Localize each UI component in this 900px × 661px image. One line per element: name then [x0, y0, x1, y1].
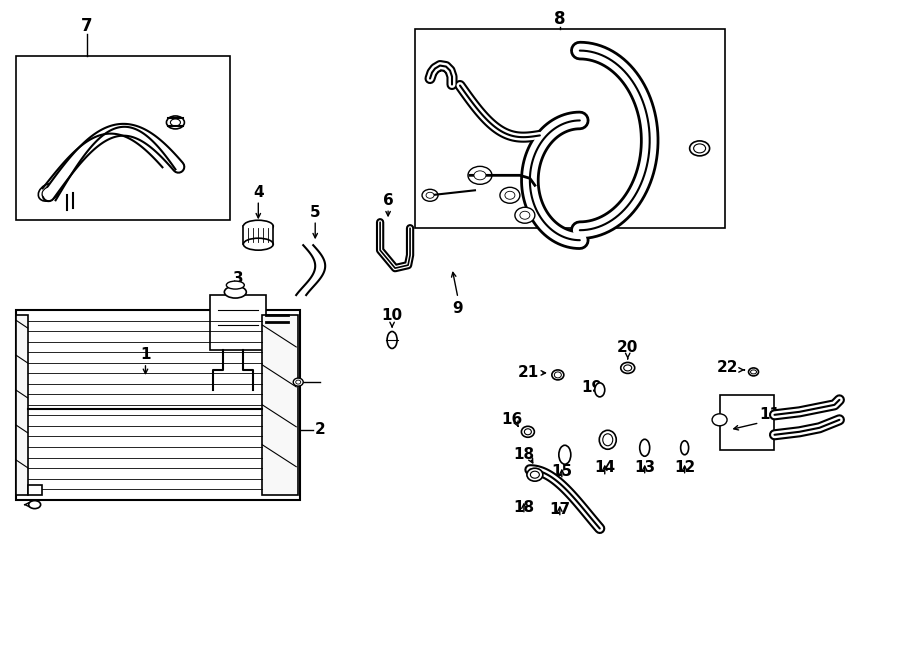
Ellipse shape: [422, 189, 438, 201]
Ellipse shape: [296, 380, 301, 384]
Ellipse shape: [530, 471, 539, 478]
Ellipse shape: [515, 208, 535, 223]
Text: 5: 5: [310, 205, 320, 219]
Text: 18: 18: [513, 447, 535, 462]
Ellipse shape: [689, 141, 709, 156]
Text: 4: 4: [253, 185, 264, 200]
Bar: [15, 310, 301, 500]
Text: 19: 19: [581, 380, 602, 395]
Ellipse shape: [621, 362, 634, 373]
Ellipse shape: [526, 468, 543, 481]
Ellipse shape: [680, 441, 688, 455]
Text: 11: 11: [759, 407, 780, 422]
Ellipse shape: [426, 192, 434, 198]
Text: 13: 13: [634, 460, 655, 475]
Ellipse shape: [751, 370, 757, 374]
Ellipse shape: [293, 378, 303, 386]
Ellipse shape: [624, 365, 632, 371]
Ellipse shape: [525, 429, 531, 435]
Text: 12: 12: [674, 460, 696, 475]
Ellipse shape: [559, 446, 571, 464]
Ellipse shape: [554, 372, 562, 378]
Ellipse shape: [712, 414, 727, 426]
Ellipse shape: [243, 220, 274, 232]
Text: 6: 6: [382, 193, 393, 208]
Ellipse shape: [552, 370, 563, 380]
Ellipse shape: [521, 426, 535, 438]
Ellipse shape: [224, 286, 247, 298]
Ellipse shape: [500, 187, 520, 204]
Bar: [15, 56, 230, 220]
Ellipse shape: [694, 144, 706, 153]
Text: 22: 22: [716, 360, 738, 375]
Ellipse shape: [474, 171, 486, 180]
Ellipse shape: [42, 187, 55, 198]
Bar: [28, 485, 41, 494]
Ellipse shape: [520, 212, 530, 219]
Bar: [243, 226, 274, 244]
Ellipse shape: [599, 430, 616, 449]
Text: 20: 20: [617, 340, 638, 356]
Ellipse shape: [29, 500, 40, 508]
Ellipse shape: [640, 440, 650, 456]
Text: 21: 21: [518, 366, 538, 381]
Text: 16: 16: [501, 412, 523, 427]
Ellipse shape: [595, 383, 605, 397]
Text: 10: 10: [382, 307, 402, 323]
Text: 14: 14: [594, 460, 616, 475]
Bar: [211, 295, 266, 350]
Text: 3: 3: [233, 270, 244, 286]
Ellipse shape: [468, 167, 492, 184]
Bar: [15, 315, 28, 494]
Text: 1: 1: [140, 348, 150, 362]
Ellipse shape: [505, 191, 515, 199]
Text: 2: 2: [315, 422, 326, 438]
Ellipse shape: [603, 434, 613, 446]
Ellipse shape: [749, 368, 759, 376]
Text: 15: 15: [552, 464, 572, 479]
Ellipse shape: [243, 238, 274, 250]
Text: 7: 7: [81, 17, 93, 34]
Ellipse shape: [166, 116, 184, 129]
Ellipse shape: [39, 184, 58, 201]
Text: 18: 18: [513, 500, 535, 515]
Text: 9: 9: [453, 301, 464, 315]
Text: 17: 17: [549, 502, 571, 517]
Text: 8: 8: [554, 10, 565, 28]
Ellipse shape: [226, 281, 244, 289]
Ellipse shape: [170, 119, 180, 126]
Bar: [720, 395, 775, 449]
Bar: [262, 315, 298, 494]
Ellipse shape: [387, 332, 397, 348]
Bar: [415, 28, 724, 228]
